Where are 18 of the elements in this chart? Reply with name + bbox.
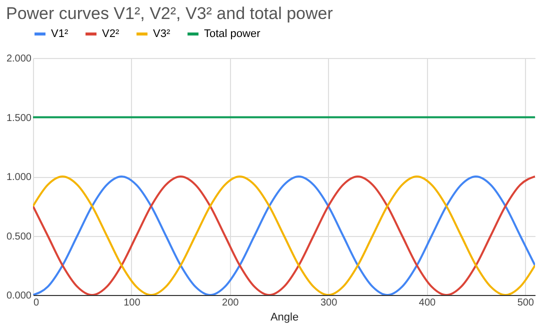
y-tick-label: 0.000 [6,290,32,302]
y-tick-label: 0.500 [6,231,32,242]
legend-label: V2² [102,28,120,40]
x-tick-label: 200 [222,298,240,308]
x-tick-label: 500 [517,298,534,308]
x-axis-title: Angle [270,312,299,324]
x-tick-label: 100 [124,298,141,308]
y-tick-label: 2.000 [6,54,32,64]
x-tick-label: 0 [34,298,40,308]
x-tick-label: 400 [418,298,436,308]
y-tick-label: 1.000 [6,172,32,183]
chart-title: Power curves V1², V2², V3² and total power [6,4,334,23]
x-tick-label: 300 [320,298,338,308]
legend-label: Total power [204,28,261,40]
line-series [33,176,535,295]
y-tick-label: 1.500 [6,112,32,124]
legend-label: V3² [153,28,170,40]
legend-label: V1² [51,28,68,40]
